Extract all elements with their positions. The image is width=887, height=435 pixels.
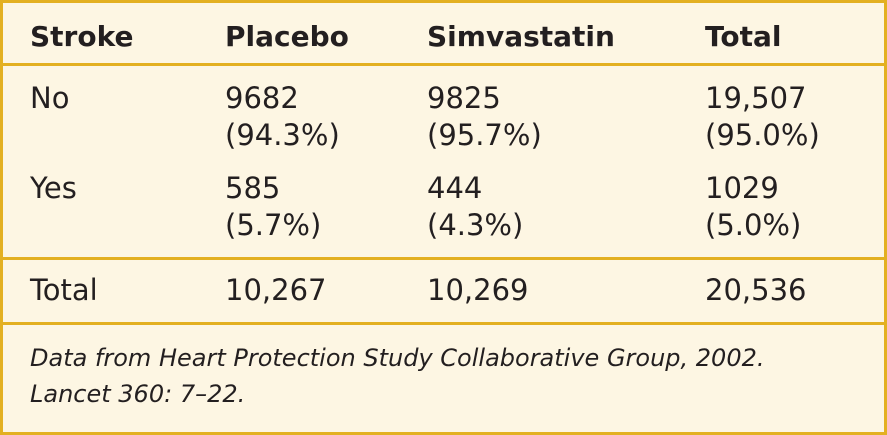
- row-label-no: No: [30, 81, 70, 115]
- header-stroke: Stroke: [30, 20, 134, 53]
- table-row-total: Total 10,267 10,269 20,536: [3, 272, 884, 312]
- cell-no-simvastatin: 9825 (95.7%): [427, 80, 542, 154]
- header-placebo: Placebo: [225, 20, 349, 53]
- header-simvastatin: Simvastatin: [427, 20, 615, 53]
- table-header-row: Stroke Placebo Simvastatin Total: [3, 3, 884, 63]
- cell-count: 444: [427, 171, 483, 205]
- cell-count: 9682: [225, 81, 299, 115]
- cell-count: 585: [225, 171, 281, 205]
- footnote-divider: [3, 322, 884, 325]
- cell-total-placebo: 10,267: [225, 273, 327, 307]
- cell-percent: (5.0%): [705, 208, 802, 242]
- cell-percent: (5.7%): [225, 208, 322, 242]
- cell-total-simvastatin: 10,269: [427, 273, 529, 307]
- cell-yes-total: 1029 (5.0%): [705, 170, 801, 244]
- cell-percent: (94.3%): [225, 118, 340, 152]
- cell-yes-placebo: 585 (5.7%): [225, 170, 321, 244]
- cell-count: 19,507: [705, 81, 807, 115]
- cell-count: 9825: [427, 81, 501, 115]
- cell-no-placebo: 9682 (94.3%): [225, 80, 340, 154]
- body-divider: [3, 257, 884, 260]
- header-divider: [3, 63, 884, 66]
- cell-percent: (95.7%): [427, 118, 542, 152]
- cell-percent: (4.3%): [427, 208, 524, 242]
- table-row-no: No 9682 (94.3%) 9825 (95.7%) 19,507 (95.…: [3, 80, 884, 154]
- footnote-line-2: Lancet 360: 7–22.: [30, 380, 246, 408]
- table-row-yes: Yes 585 (5.7%) 444 (4.3%) 1029 (5.0%): [3, 170, 884, 244]
- cell-yes-simvastatin: 444 (4.3%): [427, 170, 523, 244]
- cell-percent: (95.0%): [705, 118, 820, 152]
- cell-count: 1029: [705, 171, 779, 205]
- header-total: Total: [705, 20, 782, 53]
- row-label-yes: Yes: [30, 171, 77, 205]
- cell-total-total: 20,536: [705, 273, 807, 307]
- source-footnote: Data from Heart Protection Study Collabo…: [30, 340, 765, 412]
- row-label-total: Total: [30, 273, 98, 307]
- cell-no-total: 19,507 (95.0%): [705, 80, 820, 154]
- footnote-line-1: Data from Heart Protection Study Collabo…: [30, 344, 765, 372]
